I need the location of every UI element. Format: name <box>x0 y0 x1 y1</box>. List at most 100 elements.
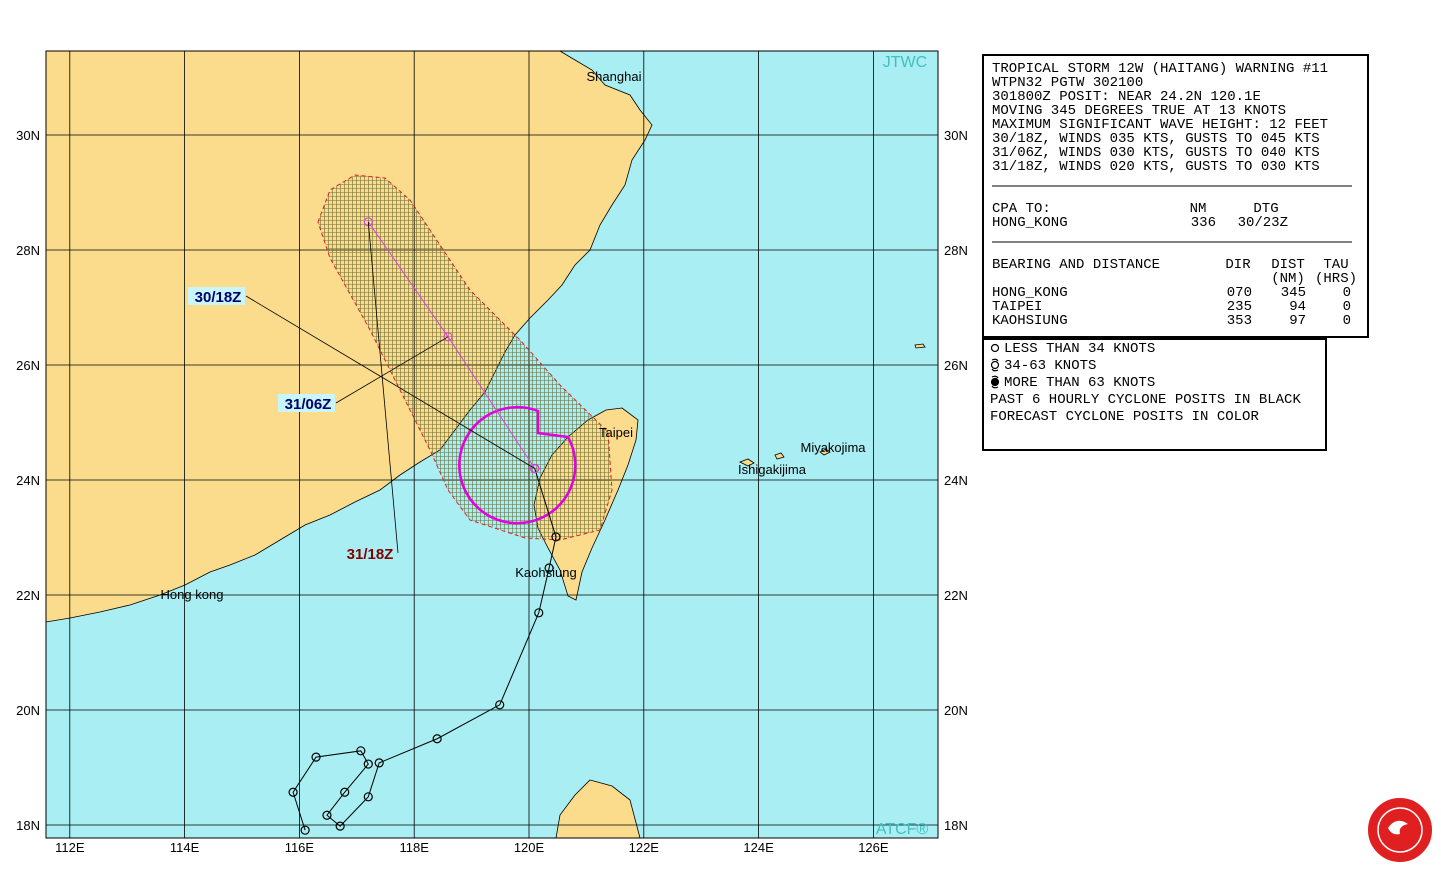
warning-line: 31/18Z, WINDS 020 KTS, GUSTS TO 030 KTS <box>992 159 1320 175</box>
place-name: Ishigakijima <box>738 462 807 477</box>
bearing-cell: TAIPEI <box>992 299 1042 315</box>
legend-symbol <box>991 375 999 389</box>
map-frame <box>45 50 939 839</box>
warning-line: 30/18Z, WINDS 035 KTS, GUSTS TO 045 KTS <box>992 131 1320 147</box>
lat-label: 20N <box>944 703 968 718</box>
lat-label: 22N <box>16 588 40 603</box>
lat-label: 24N <box>944 473 968 488</box>
islands <box>739 343 926 467</box>
callout-line <box>245 295 535 469</box>
logo-swirl <box>1388 820 1408 835</box>
legend-symbol <box>990 343 1000 353</box>
forecast-cone <box>317 174 613 541</box>
lat-label: 18N <box>944 818 968 833</box>
past-track-point <box>374 758 384 768</box>
bearing-header: DIST <box>1271 257 1305 273</box>
past-track-point <box>363 792 373 802</box>
cpa-header: CPA TO: <box>992 201 1051 217</box>
place-name: Hong kong <box>161 587 224 602</box>
past-track-point <box>322 810 332 820</box>
past-track-point <box>432 734 442 744</box>
past-track-point <box>356 746 366 756</box>
warning-box <box>982 54 1369 338</box>
legend-item: FORECAST CYCLONE POSITS IN COLOR <box>990 409 1259 425</box>
footer: ATCF® <box>876 821 929 838</box>
lon-label: 126E <box>858 840 889 855</box>
past-track-point <box>340 787 350 797</box>
lat-label: 20N <box>16 703 40 718</box>
warning-line: MAXIMUM SIGNIFICANT WAVE HEIGHT: 12 FEET <box>992 117 1328 133</box>
lon-label: 118E <box>399 840 429 855</box>
bearing-header: TAU <box>1323 257 1348 273</box>
place-name: Kaohsiung <box>515 565 576 580</box>
agency: JTWC <box>883 54 927 71</box>
lat-label: 26N <box>944 358 968 373</box>
bearing-cell: KAOHSIUNG <box>992 313 1068 329</box>
warning-text: TROPICAL STORM 12W (HAITANG) WARNING #11… <box>990 61 1357 425</box>
warning-line: WTPN32 PGTW 302100 <box>992 75 1143 91</box>
logo-seal <box>1366 796 1434 864</box>
legend-item: PAST 6 HOURLY CYCLONE POSITS IN BLACK <box>990 392 1301 408</box>
lon-label: 124E <box>743 840 774 855</box>
bearing-subheader: (HRS) <box>1315 271 1357 287</box>
logo-ring <box>1377 807 1423 853</box>
bearing-cell: 353 <box>1227 313 1252 329</box>
past-track-point <box>534 608 544 618</box>
lat-label: 28N <box>16 243 40 258</box>
past-track-point <box>300 825 310 835</box>
bearing-cell: 97 <box>1289 313 1306 329</box>
lon-label: 120E <box>514 840 545 855</box>
past-track-point <box>311 752 321 762</box>
bearing-cell: 070 <box>1227 285 1252 301</box>
wind-radius-34kt <box>458 405 577 525</box>
legend-item: MORE THAN 63 KNOTS <box>1004 375 1155 391</box>
lat-label: 30N <box>944 128 968 143</box>
bearing-cell: HONG_KONG <box>992 285 1068 301</box>
forecast-track-point <box>530 463 540 474</box>
warning-line: 301800Z POSIT: NEAR 24.2N 120.1E <box>992 89 1261 105</box>
lon-label: 116E <box>285 840 315 855</box>
legend-box <box>982 338 1327 451</box>
callout-bg <box>188 287 245 305</box>
past-track-point <box>335 821 345 831</box>
luzon <box>555 779 641 838</box>
forecast-time: 30/18Z <box>195 289 242 306</box>
lon-label: 122E <box>629 840 660 855</box>
callout-bg <box>278 394 335 412</box>
past-track-point <box>363 759 373 769</box>
cpa-cell: 336 <box>1191 215 1216 231</box>
lat-label: 30N <box>16 128 40 143</box>
callout-line <box>335 336 449 404</box>
bearing-cell: 0 <box>1343 285 1351 301</box>
lat-label: 24N <box>16 473 40 488</box>
warning-line: MOVING 345 DEGREES TRUE AT 13 KNOTS <box>992 103 1286 119</box>
legend-symbol <box>991 358 999 372</box>
cpa-header: NM <box>1190 201 1207 217</box>
logo <box>1366 796 1434 864</box>
bearing-header: DIR <box>1225 257 1251 273</box>
lat-label: 18N <box>16 818 40 833</box>
cpa-cell: HONG_KONG <box>992 215 1068 231</box>
callout-line <box>367 221 399 554</box>
legend-symbol <box>990 360 1000 370</box>
bearing-cell: 345 <box>1281 285 1306 301</box>
place-name: Shanghai <box>587 69 642 84</box>
bearing-cell: 94 <box>1289 299 1306 315</box>
lon-label: 114E <box>170 840 200 855</box>
place-name: Taipei <box>599 425 633 440</box>
legend-item: LESS THAN 34 KNOTS <box>1004 341 1155 357</box>
legend-symbol <box>990 377 1000 387</box>
bearing-cell: 0 <box>1343 313 1351 329</box>
place-name: Miyakojima <box>800 440 866 455</box>
map-labels: 30/18Z 31/06Z 31/18Z Shanghai Taipei Miyakoji… <box>161 54 929 838</box>
cpa-header: DTG <box>1253 201 1278 217</box>
bearing-cell: 0 <box>1343 299 1351 315</box>
lat-label: 28N <box>944 243 968 258</box>
past-track-point <box>495 700 505 710</box>
warning-line: 31/06Z, WINDS 030 KTS, GUSTS TO 040 KTS <box>992 145 1320 161</box>
lat-label: 26N <box>16 358 40 373</box>
lon-label: 112E <box>55 840 85 855</box>
lat-label: 22N <box>944 588 968 603</box>
legend-item: 34-63 KNOTS <box>1004 358 1096 374</box>
